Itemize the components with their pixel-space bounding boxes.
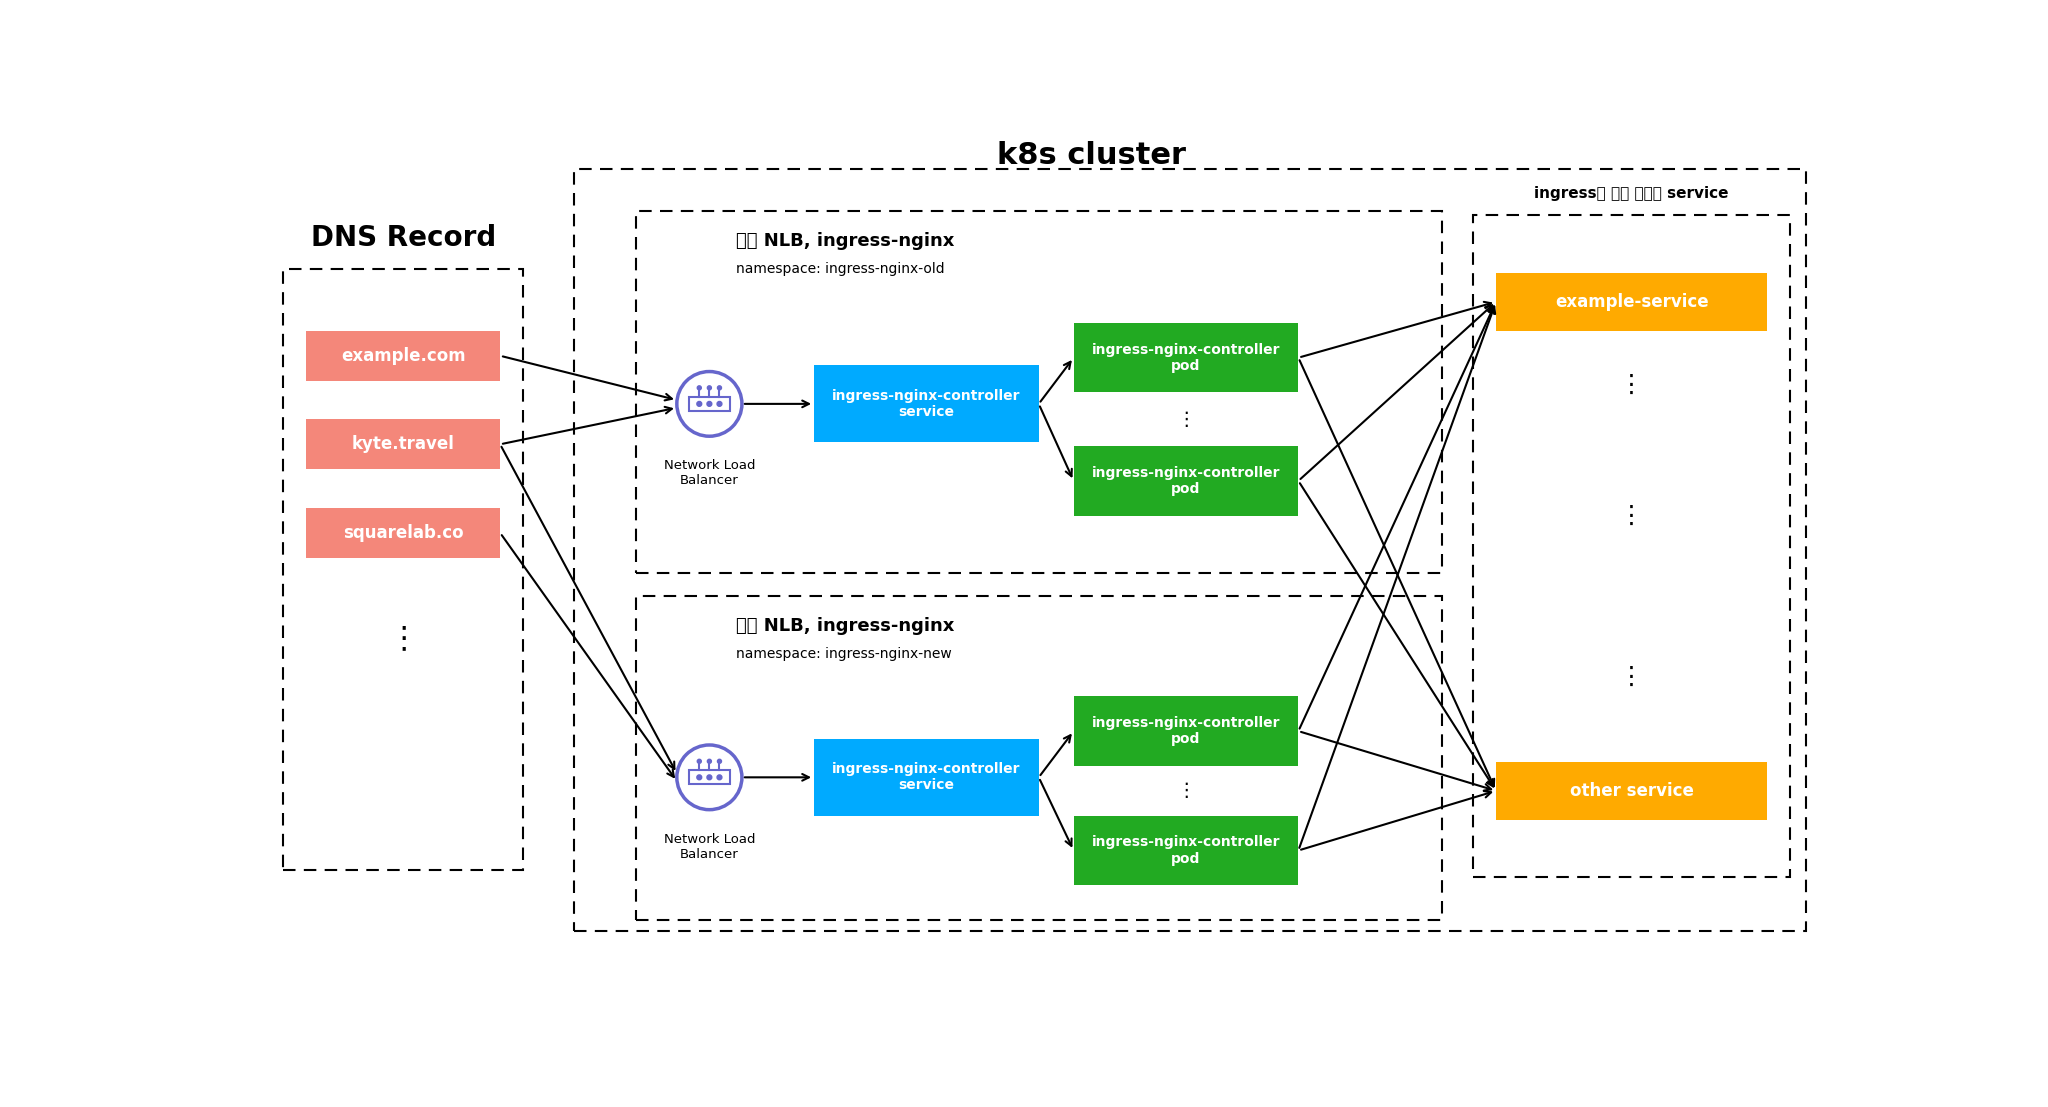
Text: ⋮: ⋮	[387, 624, 418, 653]
Circle shape	[696, 386, 700, 390]
Circle shape	[696, 775, 702, 779]
Circle shape	[707, 402, 713, 406]
FancyBboxPatch shape	[1495, 273, 1767, 331]
Circle shape	[707, 759, 711, 764]
Text: ingress-nginx-controller
service: ingress-nginx-controller service	[831, 763, 1020, 793]
Text: 신규 NLB, ingress-nginx: 신규 NLB, ingress-nginx	[737, 617, 954, 634]
Text: example-service: example-service	[1554, 293, 1708, 311]
Text: kyte.travel: kyte.travel	[352, 435, 455, 453]
Circle shape	[707, 775, 713, 779]
Text: ingress-nginx-controller
pod: ingress-nginx-controller pod	[1092, 716, 1280, 746]
Circle shape	[696, 402, 702, 406]
Circle shape	[676, 745, 741, 809]
FancyBboxPatch shape	[813, 365, 1038, 443]
Text: ingress-nginx-controller
pod: ingress-nginx-controller pod	[1092, 342, 1280, 373]
FancyBboxPatch shape	[1073, 816, 1298, 886]
Text: ingress-nginx-controller
pod: ingress-nginx-controller pod	[1092, 836, 1280, 866]
FancyBboxPatch shape	[307, 420, 500, 469]
Circle shape	[717, 775, 721, 779]
FancyBboxPatch shape	[307, 331, 500, 381]
Circle shape	[717, 759, 721, 764]
Text: namespace: ingress-nginx-old: namespace: ingress-nginx-old	[737, 262, 944, 276]
Text: ⋮: ⋮	[1620, 504, 1645, 528]
Text: ⋮: ⋮	[1620, 665, 1645, 690]
Text: Network Load
Balancer: Network Load Balancer	[664, 832, 756, 861]
FancyBboxPatch shape	[690, 397, 729, 411]
Circle shape	[717, 402, 721, 406]
FancyBboxPatch shape	[1073, 323, 1298, 392]
Text: ⋮: ⋮	[1176, 410, 1196, 428]
Text: ⋮: ⋮	[1176, 782, 1196, 800]
Text: 기존 NLB, ingress-nginx: 기존 NLB, ingress-nginx	[737, 231, 954, 250]
Text: DNS Record: DNS Record	[311, 225, 496, 252]
FancyBboxPatch shape	[307, 508, 500, 558]
Text: ingress-nginx-controller
service: ingress-nginx-controller service	[831, 389, 1020, 418]
Text: ingress-nginx-controller
pod: ingress-nginx-controller pod	[1092, 466, 1280, 496]
FancyBboxPatch shape	[1073, 696, 1298, 766]
FancyBboxPatch shape	[813, 738, 1038, 816]
Circle shape	[707, 386, 711, 390]
FancyBboxPatch shape	[1495, 762, 1767, 819]
Text: ⋮: ⋮	[1620, 373, 1645, 396]
Text: Network Load
Balancer: Network Load Balancer	[664, 459, 756, 487]
FancyBboxPatch shape	[1073, 446, 1298, 516]
Text: other service: other service	[1569, 782, 1694, 799]
Circle shape	[717, 386, 721, 390]
Circle shape	[696, 759, 700, 764]
Text: squarelab.co: squarelab.co	[342, 524, 463, 541]
Text: namespace: ingress-nginx-new: namespace: ingress-nginx-new	[737, 648, 952, 661]
Text: example.com: example.com	[340, 346, 465, 364]
FancyBboxPatch shape	[690, 770, 729, 785]
Text: k8s cluster: k8s cluster	[997, 141, 1186, 169]
Circle shape	[676, 372, 741, 436]
Text: ingress를 통해 연결된 service: ingress를 통해 연결된 service	[1534, 186, 1729, 201]
